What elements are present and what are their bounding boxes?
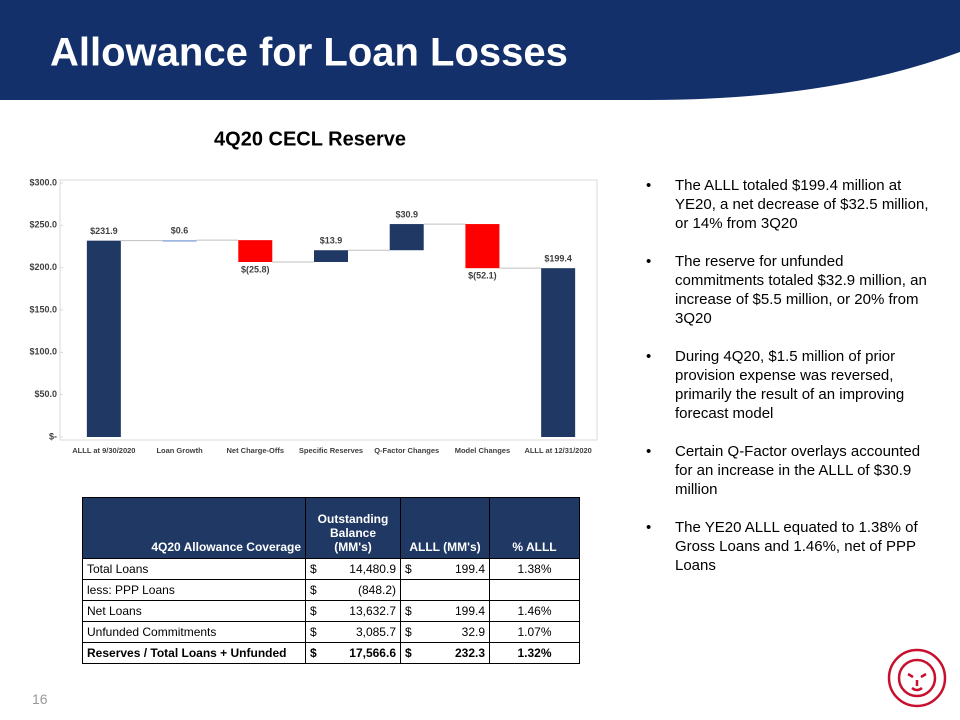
y-tick-label: $50.0 (34, 389, 57, 399)
table-cell: $ (304, 642, 326, 664)
header-band (0, 0, 960, 100)
y-tick-label: $300.0 (29, 177, 57, 187)
bar (238, 240, 273, 262)
chart-frame (59, 179, 598, 441)
bar (465, 224, 500, 269)
bar (162, 240, 197, 242)
value-label: $199.4 (544, 254, 572, 264)
table-cell: 13,632.7 (325, 600, 401, 622)
chart-title: 4Q20 CECL Reserve (214, 128, 406, 150)
table-row: Total Loans $14,480.9 $199.4 1.38% (82, 558, 580, 580)
table-cell: $ (304, 558, 326, 580)
table-cell: $ (399, 558, 426, 580)
x-tick-label: Loan Growth (156, 446, 203, 455)
value-label: $(52.1) (468, 271, 497, 281)
bullet: The ALLL totaled $199.4 million at YE20,… (646, 176, 930, 233)
table-cell: 199.4 (425, 600, 490, 622)
bar (86, 240, 121, 437)
bullet: Certain Q-Factor overlays accounted for … (646, 442, 930, 499)
slide-title: Allowance for Loan Losses (50, 31, 568, 75)
value-label: $(25.8) (241, 264, 270, 274)
table-cell: 1.38% (489, 558, 580, 580)
bar (389, 224, 424, 251)
page-number: 16 (32, 691, 48, 707)
value-label: $13.9 (320, 236, 343, 246)
table-cell: 17,566.6 (325, 642, 401, 664)
table-cell: 199.4 (425, 558, 490, 580)
x-tick-label: Q-Factor Changes (374, 446, 439, 455)
bar (314, 250, 348, 262)
header-cell: % ALLL (489, 497, 580, 559)
y-tick-label: $100.0 (29, 347, 57, 357)
table-cell: 1.32% (489, 642, 580, 664)
header-cell: 4Q20 Allowance Coverage (82, 497, 306, 559)
table-cell: $ (399, 600, 426, 622)
y-tick-label: $150.0 (29, 304, 57, 314)
coverage-table: 4Q20 Allowance Coverage Outstanding Balan… (82, 497, 580, 664)
table-cell: 1.07% (489, 621, 580, 643)
table-cell: Unfunded Commitments (82, 621, 306, 643)
x-tick-label: ALLL at 9/30/2020 (72, 446, 135, 455)
x-tick-label: Specific Reserves (299, 446, 363, 455)
x-tick-label: Model Changes (455, 446, 510, 455)
x-tick-label: Net Charge-Offs (227, 446, 285, 455)
table-cell: $ (304, 621, 326, 643)
table-cell: Net Loans (82, 600, 306, 622)
x-tick-label: ALLL at 12/31/2020 (524, 446, 591, 455)
header-row: 4Q20 Allowance Coverage Outstanding Balan… (82, 497, 580, 559)
logo (887, 648, 947, 708)
table-cell: $ (399, 642, 426, 664)
table-cell: 14,480.9 (325, 558, 401, 580)
y-tick-label: $- (49, 431, 57, 441)
table-cell: $ (399, 621, 426, 643)
table-cell (399, 579, 426, 601)
y-tick-label: $250.0 (29, 220, 57, 230)
bullet-list: The ALLL totaled $199.4 million at YE20,… (646, 176, 930, 594)
table-cell: Reserves / Total Loans + Unfunded (82, 642, 306, 664)
header-cell: Outstanding Balance (MM's) (305, 497, 401, 559)
table-row: less: PPP Loans $ (848.2) (82, 579, 580, 601)
bar (541, 268, 576, 437)
header-cell: ALLL (MM's) (400, 497, 490, 559)
bullet: The reserve for unfunded commitments tot… (646, 252, 930, 328)
table-cell: Total Loans (82, 558, 306, 580)
value-label: $0.6 (171, 226, 189, 236)
y-tick-label: $200.0 (29, 262, 57, 272)
table-cell: 32.9 (425, 621, 490, 643)
table-cell: $ (304, 600, 326, 622)
table-cell (425, 579, 490, 601)
table-cell: 232.3 (425, 642, 490, 664)
table-cell: (848.2) (325, 579, 401, 601)
table-row: Net Loans $13,632.7 $199.4 1.46% (82, 600, 580, 622)
table-row: Reserves / Total Loans + Unfunded $17,566… (82, 642, 580, 664)
table-cell: 1.46% (489, 600, 580, 622)
table-cell (489, 579, 580, 601)
value-label: $30.9 (395, 209, 418, 219)
table-cell: less: PPP Loans (82, 579, 306, 601)
bullet: The YE20 ALLL equated to 1.38% of Gross … (646, 518, 930, 575)
table-cell: $ (304, 579, 326, 601)
bullet: During 4Q20, $1.5 million of prior provi… (646, 347, 930, 423)
table-cell: 3,085.7 (325, 621, 401, 643)
value-label: $231.9 (90, 226, 118, 236)
table-row: Unfunded Commitments $3,085.7 $32.9 1.07% (82, 621, 580, 643)
